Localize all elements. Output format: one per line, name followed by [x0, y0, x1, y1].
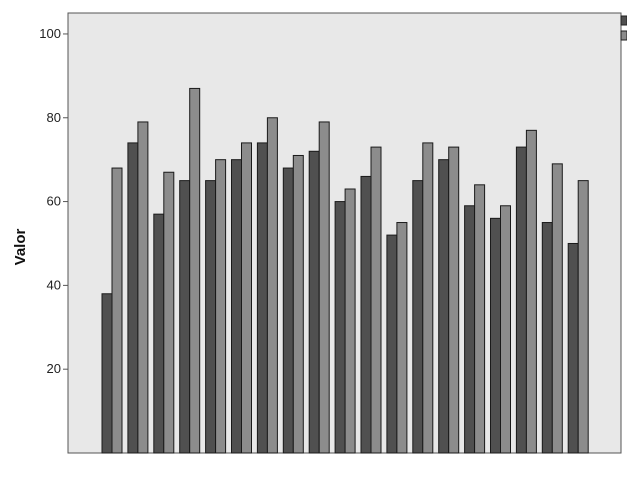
bar-series-2-cat-1 [111, 167, 123, 454]
legend-swatch-series-1 [620, 15, 627, 26]
bar-series-1-cat-17 [515, 146, 527, 454]
bar-series-2-cat-8 [292, 154, 304, 454]
bar-series-1-cat-14 [438, 159, 450, 454]
bar-series-2-cat-13 [422, 142, 434, 454]
bar-series-2-cat-6 [241, 142, 252, 454]
bar-series-1-cat-19 [567, 242, 579, 454]
bar-series-2-cat-12 [396, 222, 408, 454]
bar-series-2-cat-18 [551, 163, 563, 454]
bar-series-2-cat-10 [344, 188, 356, 454]
bar-series-2-cat-3 [163, 171, 175, 454]
bar-series-2-cat-2 [137, 121, 149, 454]
bar-series-1-cat-8 [282, 167, 294, 454]
bar-series-2-cat-17 [525, 129, 537, 454]
y-tick-label: 80 [47, 110, 61, 125]
bar-series-2-cat-16 [500, 205, 511, 454]
bar-series-2-cat-14 [448, 146, 460, 454]
bar-series-2-cat-4 [189, 87, 201, 454]
bar-series-1-cat-18 [541, 222, 553, 454]
y-tick-label: 100 [39, 26, 61, 41]
bar-series-1-cat-16 [490, 217, 501, 454]
bar-series-1-cat-9 [308, 150, 320, 454]
bar-series-1-cat-6 [231, 159, 242, 454]
y-tick-label: 20 [47, 361, 61, 376]
legend [620, 15, 627, 41]
y-axis: 20 40 60 80 100 [39, 13, 69, 453]
bar-series-2-cat-19 [577, 180, 589, 454]
bar-series-1-cat-7 [256, 142, 268, 454]
bar-series-1-cat-10 [334, 201, 346, 454]
y-tick-label: 60 [47, 194, 61, 209]
bar-series-1-cat-12 [386, 234, 398, 454]
bar-series-1-cat-15 [464, 205, 476, 454]
bar-series-2-cat-15 [474, 184, 486, 454]
bar-series-1-cat-1 [101, 293, 113, 454]
legend-swatch-series-2 [620, 30, 627, 41]
y-tick-label: 40 [47, 277, 61, 292]
bar-series-1-cat-4 [179, 180, 191, 454]
bar-series-1-cat-13 [412, 180, 424, 454]
bar-series-2-cat-11 [370, 146, 382, 454]
bar-series-1-cat-5 [205, 180, 217, 454]
bars-group [101, 87, 589, 454]
bar-series-2-cat-7 [266, 117, 278, 454]
bar-series-1-cat-3 [153, 213, 165, 454]
bar-series-2-cat-9 [318, 121, 330, 454]
bar-series-2-cat-5 [215, 159, 227, 454]
bar-series-1-cat-2 [127, 142, 139, 454]
bar-series-1-cat-11 [360, 175, 372, 454]
y-axis-title: Valor [12, 228, 29, 265]
